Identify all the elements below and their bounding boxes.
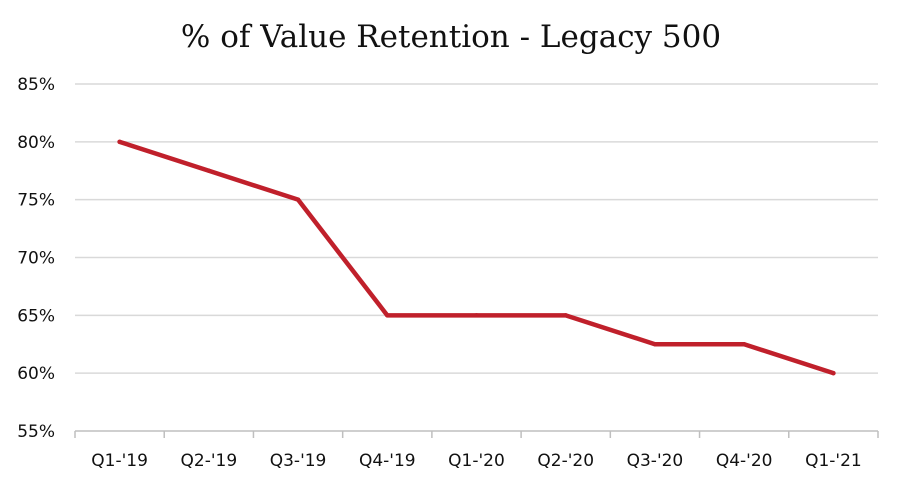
x-axis	[74, 430, 879, 438]
data-point	[117, 139, 122, 145]
data-point	[474, 313, 479, 318]
x-tick-label: Q2-'20	[537, 451, 594, 471]
chart-title: % of Value Retention - Legacy 500	[181, 19, 721, 55]
data-point	[206, 168, 212, 173]
y-tick-label: 85%	[17, 75, 55, 95]
x-axis-labels: Q1-'19 Q2-'19 Q3-'19 Q4-'19 Q1-'20 Q2-'20 Q3-'…	[91, 451, 861, 471]
y-axis-labels: 55% 60% 65% 70% 75% 80% 85%	[17, 75, 55, 442]
x-tick-label: Q1-'20	[448, 451, 505, 471]
x-tick-label: Q1-'19	[91, 451, 148, 471]
gridlines	[75, 83, 878, 374]
y-tick-label: 75%	[17, 191, 55, 211]
data-point	[563, 313, 568, 318]
y-tick-label: 80%	[17, 133, 55, 153]
x-tick-label: Q3-'19	[270, 451, 327, 471]
y-tick-label: 70%	[17, 249, 55, 269]
data-point	[295, 197, 301, 202]
y-tick-label: 55%	[17, 422, 55, 442]
x-tick-label: Q4-'19	[359, 451, 416, 471]
x-tick-label: Q2-'19	[181, 451, 238, 471]
x-tick-label: Q4-'20	[716, 451, 773, 471]
data-point	[652, 342, 658, 347]
series-group	[117, 139, 836, 376]
data-point	[741, 342, 747, 347]
x-tick-label: Q3-'20	[627, 451, 684, 471]
data-point	[385, 313, 390, 318]
y-tick-label: 65%	[17, 306, 55, 326]
y-tick-label: 60%	[17, 364, 55, 384]
x-tick-label: Q1-'21	[805, 451, 862, 471]
data-point	[831, 370, 836, 376]
